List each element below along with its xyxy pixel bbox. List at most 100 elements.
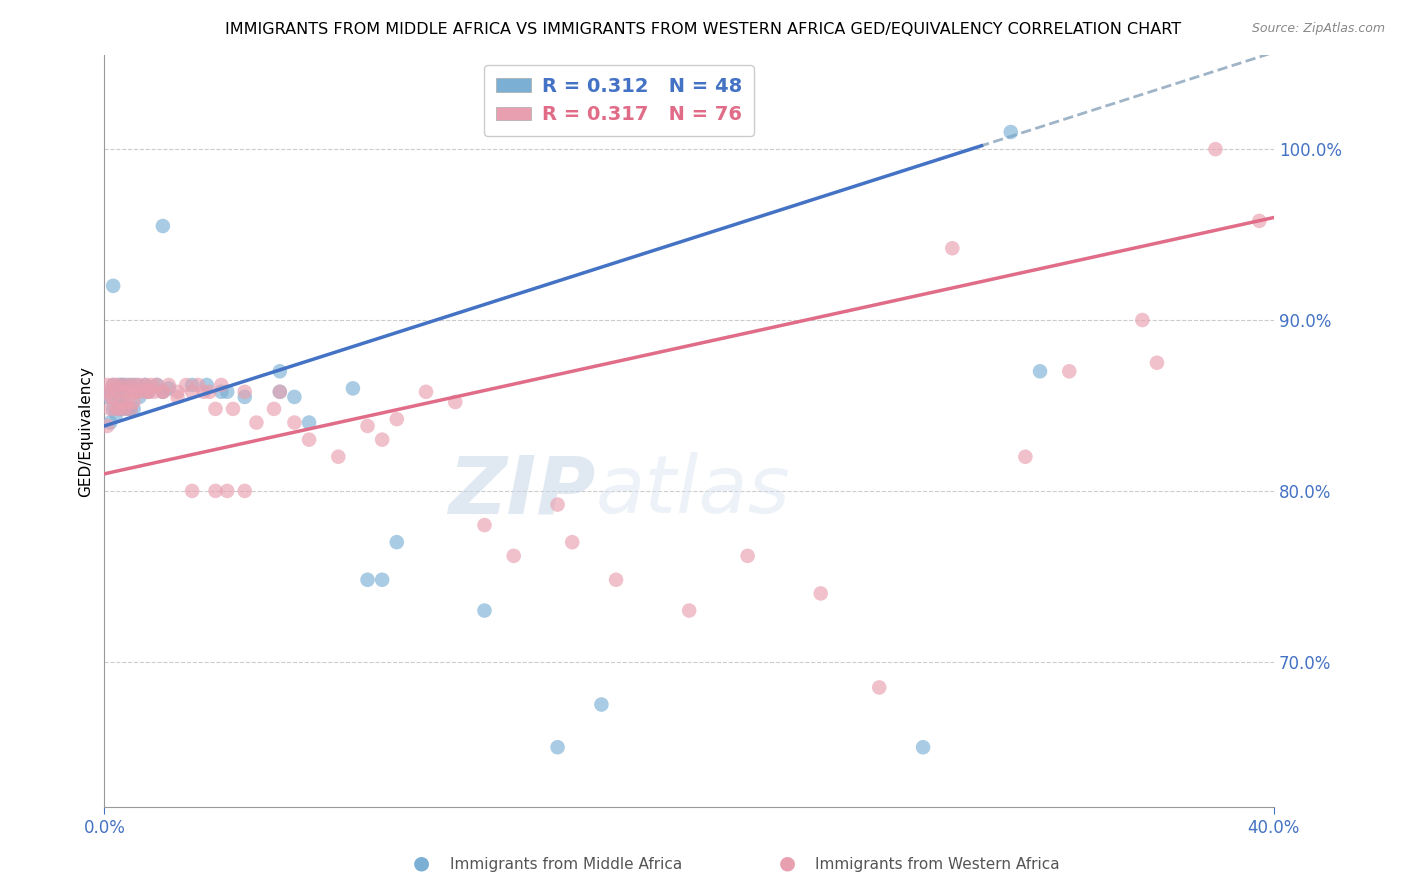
- Point: [105, 401, 128, 416]
- Point: [117, 384, 139, 399]
- Point: [120, 401, 142, 416]
- Point: [146, 378, 169, 392]
- Point: [108, 401, 131, 416]
- Text: IMMIGRANTS FROM MIDDLE AFRICA VS IMMIGRANTS FROM WESTERN AFRICA GED/EQUIVALENCY : IMMIGRANTS FROM MIDDLE AFRICA VS IMMIGRA…: [225, 22, 1181, 37]
- Point: [502, 549, 524, 563]
- Point: [269, 384, 291, 399]
- Point: [111, 401, 134, 416]
- Text: Source: ZipAtlas.com: Source: ZipAtlas.com: [1251, 22, 1385, 36]
- Point: [444, 395, 467, 409]
- Point: [474, 603, 496, 617]
- Point: [98, 401, 121, 416]
- Point: [181, 384, 204, 399]
- Text: atlas: atlas: [596, 452, 790, 530]
- Point: [157, 381, 180, 395]
- Point: [342, 381, 364, 395]
- Point: [108, 384, 131, 399]
- Point: [371, 573, 394, 587]
- Point: [120, 378, 142, 392]
- Point: [136, 384, 159, 399]
- Point: [1000, 125, 1022, 139]
- Point: [474, 518, 496, 533]
- Point: [198, 384, 221, 399]
- Point: [114, 378, 136, 392]
- Point: [209, 384, 232, 399]
- Point: [217, 483, 239, 498]
- Point: [122, 378, 145, 392]
- Text: ZIP: ZIP: [449, 452, 596, 530]
- Point: [108, 401, 131, 416]
- Point: [152, 219, 174, 233]
- Y-axis label: GED/Equivalency: GED/Equivalency: [79, 366, 93, 497]
- Point: [269, 364, 291, 378]
- Point: [1014, 450, 1036, 464]
- Point: [181, 378, 204, 392]
- Text: ●: ●: [413, 854, 430, 872]
- Point: [283, 416, 305, 430]
- Point: [114, 384, 136, 399]
- Point: [547, 740, 569, 755]
- Point: [117, 378, 139, 392]
- Point: [152, 384, 174, 399]
- Point: [1057, 364, 1080, 378]
- Point: [181, 483, 204, 498]
- Point: [108, 378, 131, 392]
- Point: [122, 384, 145, 399]
- Point: [117, 395, 139, 409]
- Point: [111, 378, 134, 392]
- Point: [217, 384, 239, 399]
- Point: [120, 401, 142, 416]
- Point: [152, 384, 174, 399]
- Point: [146, 378, 169, 392]
- Point: [105, 378, 128, 392]
- Point: [122, 401, 145, 416]
- Point: [385, 535, 408, 549]
- Point: [134, 378, 156, 392]
- Point: [98, 384, 121, 399]
- Point: [356, 419, 378, 434]
- Point: [1130, 313, 1153, 327]
- Point: [96, 378, 118, 392]
- Point: [125, 378, 148, 392]
- Point: [941, 241, 963, 255]
- Point: [561, 535, 583, 549]
- Text: ●: ●: [779, 854, 796, 872]
- Point: [96, 419, 118, 434]
- Point: [96, 384, 118, 399]
- Point: [143, 384, 166, 399]
- Point: [263, 401, 285, 416]
- Point: [204, 401, 226, 416]
- Point: [269, 384, 291, 399]
- Point: [298, 416, 321, 430]
- Point: [157, 378, 180, 392]
- Point: [187, 378, 209, 392]
- Legend: R = 0.312   N = 48, R = 0.317   N = 76: R = 0.312 N = 48, R = 0.317 N = 76: [484, 65, 754, 136]
- Point: [415, 384, 437, 399]
- Point: [283, 390, 305, 404]
- Point: [233, 390, 256, 404]
- Point: [114, 395, 136, 409]
- Point: [98, 390, 121, 404]
- Point: [117, 401, 139, 416]
- Point: [209, 378, 232, 392]
- Point: [101, 390, 124, 404]
- Point: [810, 586, 832, 600]
- Text: Immigrants from Western Africa: Immigrants from Western Africa: [815, 857, 1060, 872]
- Point: [1249, 214, 1271, 228]
- Point: [101, 378, 124, 392]
- Point: [131, 384, 153, 399]
- Point: [128, 390, 150, 404]
- Point: [195, 378, 218, 392]
- Point: [328, 450, 350, 464]
- Point: [912, 740, 935, 755]
- Point: [152, 384, 174, 399]
- Point: [105, 384, 128, 399]
- Point: [233, 483, 256, 498]
- Point: [356, 573, 378, 587]
- Point: [136, 384, 159, 399]
- Point: [737, 549, 759, 563]
- Point: [128, 378, 150, 392]
- Point: [166, 390, 188, 404]
- Point: [204, 483, 226, 498]
- Point: [166, 384, 188, 399]
